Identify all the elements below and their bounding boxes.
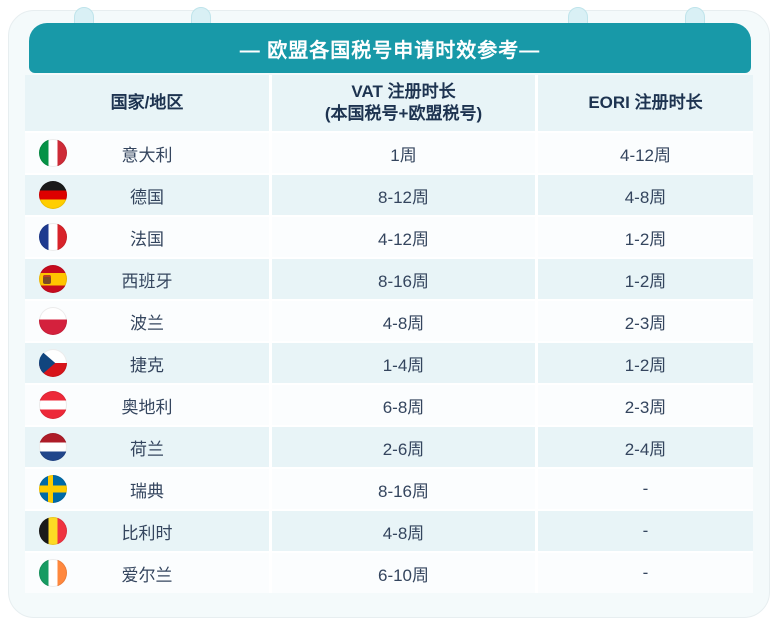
eori-duration-cell: - — [535, 469, 753, 509]
vat-duration-cell: 6-10周 — [269, 553, 535, 593]
page-title: — 欧盟各国税号申请时效参考— — [239, 39, 541, 62]
eori-duration-cell: 4-12周 — [535, 133, 753, 173]
column-header-country: 国家/地区 — [110, 92, 184, 112]
country-cell: 西班牙 — [25, 259, 269, 299]
eori-duration-cell: 1-2周 — [535, 343, 753, 383]
vat-duration-cell: 8-16周 — [269, 469, 535, 509]
country-cell: 爱尔兰 — [25, 553, 269, 593]
title-bar: — 欧盟各国税号申请时效参考— — [29, 23, 751, 73]
country-label: 比利时 — [121, 523, 173, 543]
vat-duration-cell: 6-8周 — [269, 385, 535, 425]
belgium-flag-icon — [39, 517, 67, 545]
country-cell: 法国 — [25, 217, 269, 257]
eori-duration-cell: 4-8周 — [535, 175, 753, 215]
country-cell: 德国 — [25, 175, 269, 215]
table-row: 比利时 4-8周 - — [25, 509, 753, 551]
spain-flag-icon — [39, 265, 67, 293]
eori-duration-cell: - — [535, 553, 753, 593]
table-row: 荷兰 2-6周 2-4周 — [25, 425, 753, 467]
table-header-row: 国家/地区 VAT 注册时长 (本国税号+欧盟税号) EORI 注册时长 — [25, 75, 753, 131]
country-label: 爱尔兰 — [121, 565, 173, 585]
czech-flag-icon — [39, 349, 67, 377]
table-row: 意大利 1周 4-12周 — [25, 131, 753, 173]
table-row: 奥地利 6-8周 2-3周 — [25, 383, 753, 425]
ireland-flag-icon — [39, 559, 67, 587]
country-cell: 荷兰 — [25, 427, 269, 467]
vat-duration-cell: 4-12周 — [269, 217, 535, 257]
netherlands-flag-icon — [39, 433, 67, 461]
eori-duration-cell: - — [535, 511, 753, 551]
germany-flag-icon — [39, 181, 67, 209]
vat-duration-cell: 8-16周 — [269, 259, 535, 299]
country-label: 波兰 — [130, 313, 164, 333]
country-label: 捷克 — [130, 355, 164, 375]
country-label: 西班牙 — [121, 271, 173, 291]
country-cell: 比利时 — [25, 511, 269, 551]
column-header-eori: EORI 注册时长 — [535, 75, 753, 131]
eori-duration-cell: 2-3周 — [535, 301, 753, 341]
timing-table: 国家/地区 VAT 注册时长 (本国税号+欧盟税号) EORI 注册时长 意大利… — [25, 75, 753, 593]
table-body: 意大利 1周 4-12周 德国 8-12周 4-8周 法国 4-12周 1-2周 西班牙 8-16周… — [25, 131, 753, 593]
table-row: 爱尔兰 6-10周 - — [25, 551, 753, 593]
country-cell: 波兰 — [25, 301, 269, 341]
france-flag-icon — [39, 223, 67, 251]
country-cell: 捷克 — [25, 343, 269, 383]
vat-duration-cell: 8-12周 — [269, 175, 535, 215]
calendar-card: — 欧盟各国税号申请时效参考— 国家/地区 VAT 注册时长 (本国税号+欧盟税… — [8, 7, 770, 618]
column-header-vat: VAT 注册时长 (本国税号+欧盟税号) — [269, 75, 535, 131]
sweden-flag-icon — [39, 475, 67, 503]
country-label: 意大利 — [121, 145, 173, 165]
country-label: 荷兰 — [130, 439, 164, 459]
eori-duration-cell: 2-4周 — [535, 427, 753, 467]
eori-duration-cell: 1-2周 — [535, 217, 753, 257]
poland-flag-icon — [39, 307, 67, 335]
eori-duration-cell: 2-3周 — [535, 385, 753, 425]
country-cell: 意大利 — [25, 133, 269, 173]
vat-duration-cell: 2-6周 — [269, 427, 535, 467]
table-row: 捷克 1-4周 1-2周 — [25, 341, 753, 383]
table-row: 瑞典 8-16周 - — [25, 467, 753, 509]
vat-duration-cell: 4-8周 — [269, 301, 535, 341]
austria-flag-icon — [39, 391, 67, 419]
italy-flag-icon — [39, 139, 67, 167]
country-label: 奥地利 — [121, 397, 173, 417]
table-row: 德国 8-12周 4-8周 — [25, 173, 753, 215]
country-label: 瑞典 — [130, 481, 164, 501]
table-row: 法国 4-12周 1-2周 — [25, 215, 753, 257]
vat-duration-cell: 4-8周 — [269, 511, 535, 551]
country-label: 德国 — [130, 187, 164, 207]
country-cell: 奥地利 — [25, 385, 269, 425]
vat-duration-cell: 1周 — [269, 133, 535, 173]
country-cell: 瑞典 — [25, 469, 269, 509]
eori-duration-cell: 1-2周 — [535, 259, 753, 299]
country-label: 法国 — [130, 229, 164, 249]
table-row: 波兰 4-8周 2-3周 — [25, 299, 753, 341]
table-row: 西班牙 8-16周 1-2周 — [25, 257, 753, 299]
vat-duration-cell: 1-4周 — [269, 343, 535, 383]
